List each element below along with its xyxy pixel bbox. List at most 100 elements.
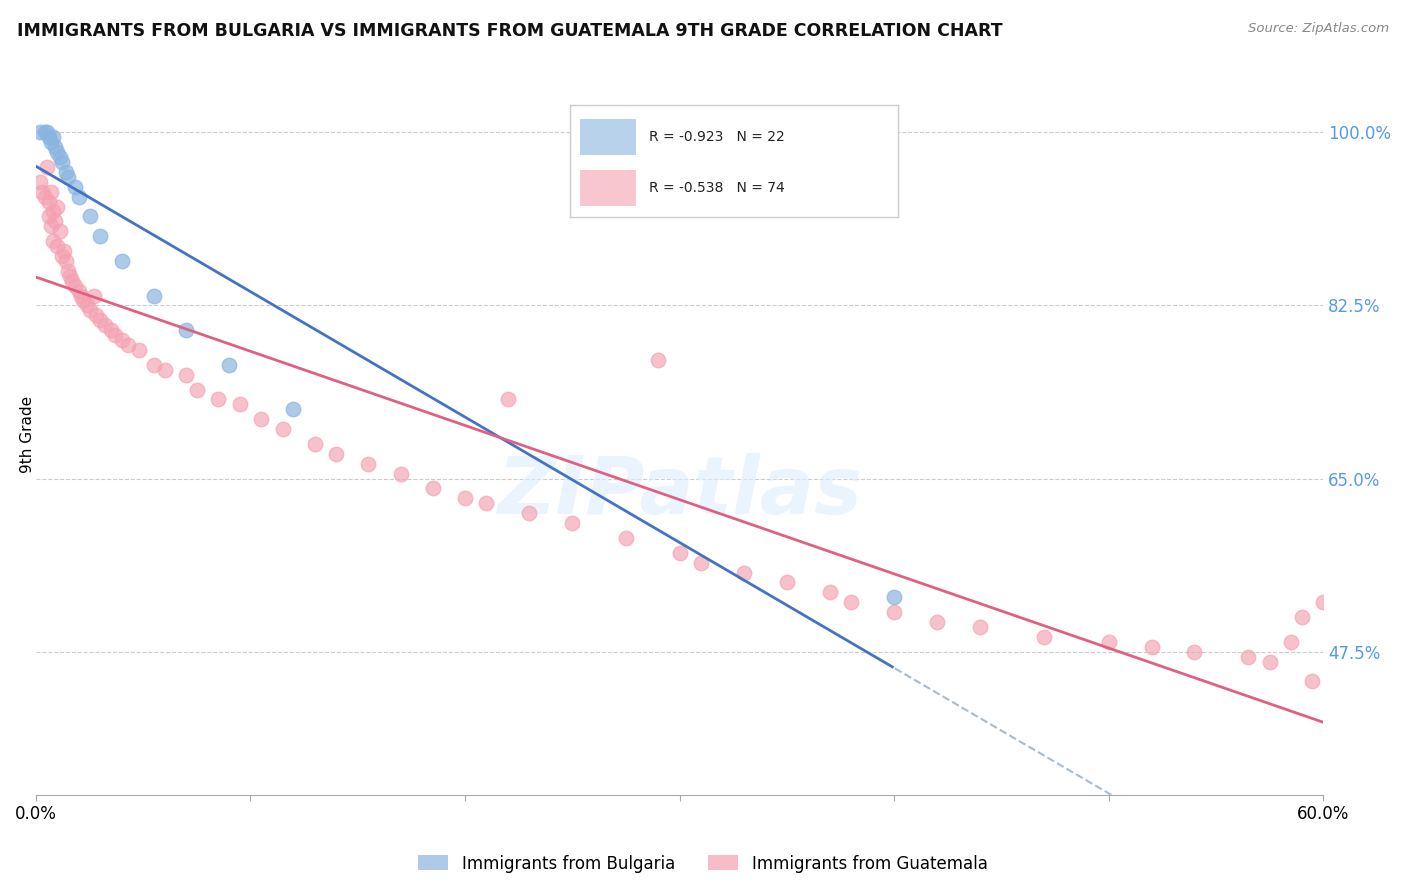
Point — [561, 516, 583, 530]
Point — [389, 467, 412, 481]
Point — [48, 150, 70, 164]
Point — [454, 491, 477, 506]
Point — [229, 397, 252, 411]
Point — [117, 338, 139, 352]
Point — [153, 362, 176, 376]
Point — [67, 284, 90, 298]
Point — [174, 368, 197, 382]
Point — [1097, 634, 1119, 648]
Point — [519, 506, 541, 520]
Point — [63, 179, 86, 194]
Point — [39, 135, 62, 149]
Point — [1033, 630, 1056, 644]
Point — [818, 585, 841, 599]
Point — [46, 200, 69, 214]
Point — [1258, 655, 1281, 669]
Point — [52, 244, 75, 258]
Point — [104, 328, 127, 343]
Point — [55, 254, 77, 268]
Point — [883, 605, 905, 619]
Point — [35, 160, 58, 174]
Point — [1301, 674, 1323, 689]
Point — [325, 447, 347, 461]
Point — [56, 264, 79, 278]
Point — [174, 323, 197, 337]
Point — [89, 229, 111, 244]
Point — [283, 402, 305, 417]
Text: ZIPatlas: ZIPatlas — [498, 453, 862, 531]
Point — [35, 125, 58, 139]
Point — [668, 546, 690, 560]
Point — [614, 531, 637, 545]
Point — [304, 437, 326, 451]
Point — [496, 392, 519, 407]
Point — [55, 165, 77, 179]
Point — [1140, 640, 1163, 654]
Point — [128, 343, 150, 357]
Point — [1279, 634, 1302, 648]
Point — [48, 224, 70, 238]
Point — [250, 412, 273, 426]
Point — [31, 185, 53, 199]
Point — [93, 318, 115, 333]
Point — [42, 130, 65, 145]
Point — [59, 268, 82, 283]
Point — [51, 155, 73, 169]
Point — [51, 249, 73, 263]
Point — [30, 125, 52, 139]
Point — [42, 204, 65, 219]
Point — [39, 185, 62, 199]
Point — [1312, 595, 1334, 609]
Point — [44, 214, 66, 228]
Point — [63, 278, 86, 293]
Point — [34, 125, 56, 139]
Point — [357, 457, 380, 471]
Point — [42, 234, 65, 248]
Point — [733, 566, 755, 580]
Point — [207, 392, 229, 407]
Point — [218, 358, 240, 372]
Point — [1237, 649, 1260, 664]
Point — [56, 169, 79, 184]
Point — [142, 288, 165, 302]
Point — [34, 189, 56, 203]
Point — [79, 210, 101, 224]
Point — [76, 298, 98, 312]
Point — [44, 140, 66, 154]
Point — [1291, 610, 1313, 624]
Point — [776, 575, 799, 590]
Text: IMMIGRANTS FROM BULGARIA VS IMMIGRANTS FROM GUATEMALA 9TH GRADE CORRELATION CHAR: IMMIGRANTS FROM BULGARIA VS IMMIGRANTS F… — [17, 22, 1002, 40]
Point — [111, 254, 134, 268]
Point — [46, 239, 69, 253]
Point — [39, 219, 62, 234]
Point — [38, 210, 60, 224]
Point — [72, 293, 94, 308]
Point — [111, 333, 134, 347]
Point — [100, 323, 122, 337]
Y-axis label: 9th Grade: 9th Grade — [20, 395, 35, 473]
Point — [84, 309, 107, 323]
Point — [46, 145, 69, 160]
Point — [422, 482, 444, 496]
Point — [839, 595, 862, 609]
Point — [79, 303, 101, 318]
Point — [647, 352, 669, 367]
Point — [969, 620, 991, 634]
Point — [67, 189, 90, 203]
Point — [38, 194, 60, 209]
Point — [142, 358, 165, 372]
Point — [883, 591, 905, 605]
Point — [70, 288, 93, 302]
Point — [690, 556, 713, 570]
Point — [186, 383, 208, 397]
Point — [83, 288, 105, 302]
Legend: Immigrants from Bulgaria, Immigrants from Guatemala: Immigrants from Bulgaria, Immigrants fro… — [412, 848, 994, 880]
Point — [89, 313, 111, 327]
Text: Source: ZipAtlas.com: Source: ZipAtlas.com — [1249, 22, 1389, 36]
Point — [925, 615, 948, 629]
Point — [60, 274, 83, 288]
Point — [30, 175, 52, 189]
Point — [475, 496, 498, 510]
Point — [1184, 645, 1206, 659]
Point — [38, 130, 60, 145]
